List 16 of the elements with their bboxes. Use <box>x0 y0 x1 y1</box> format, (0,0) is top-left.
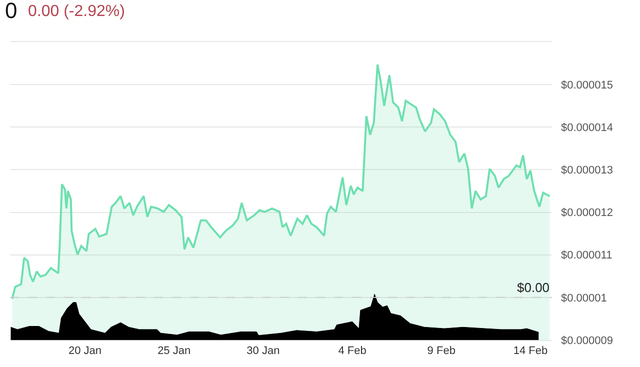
y-tick-label: $0.000015 <box>561 79 613 92</box>
x-tick-label: 20 Jan <box>68 345 102 358</box>
y-tick-label: $0.000013 <box>561 164 613 177</box>
x-tick-label: 30 Jan <box>246 345 280 358</box>
x-tick-label: 25 Jan <box>158 345 191 358</box>
y-tick-label: $0.000014 <box>561 122 613 134</box>
y-tick-label: $0.000009 <box>561 334 613 347</box>
x-tick-label: 4 Feb <box>338 345 366 358</box>
chart-subtitle: 0.00 (-2.92%) <box>28 3 125 20</box>
chart-title: 0 <box>5 0 18 23</box>
x-tick-label: 9 Feb <box>427 345 456 358</box>
y-tick-label: $0.000012 <box>561 207 613 220</box>
y-tick-label: $0.00001 <box>561 292 607 304</box>
y-tick-label: $0.000011 <box>561 250 612 262</box>
ref-line-label: $0.00 <box>517 280 550 295</box>
x-tick-label: 14 Feb <box>513 345 548 358</box>
